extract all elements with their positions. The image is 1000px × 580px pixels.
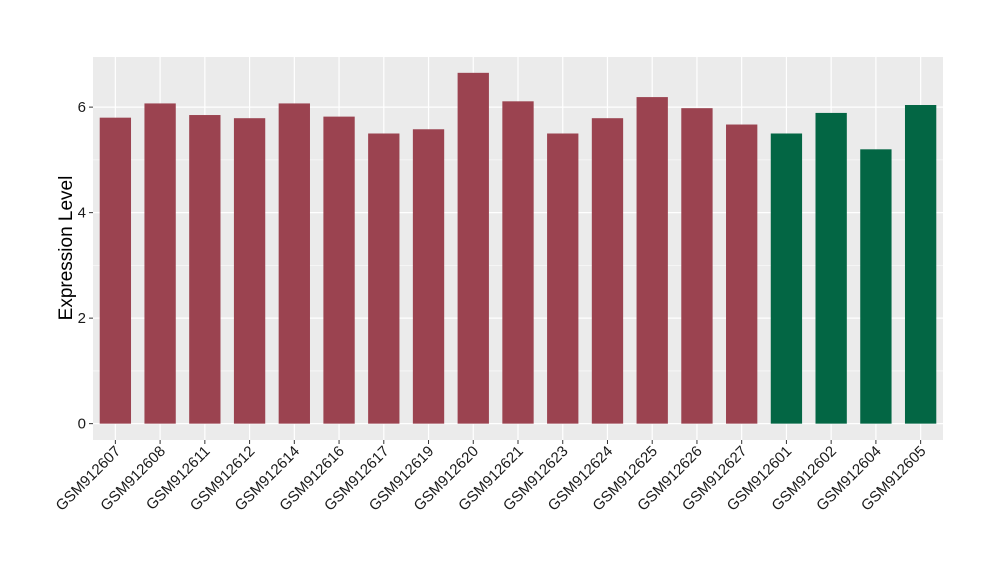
- bars: [99, 72, 937, 424]
- y-axis: 0 2 4 6: [78, 99, 93, 433]
- bar-GSM912612: [233, 118, 266, 424]
- bar-GSM912623: [547, 133, 579, 424]
- bar-GSM912601: [770, 133, 803, 424]
- bar-GSM912607: [99, 117, 132, 424]
- bar-GSM912604: [860, 149, 892, 424]
- bar-GSM912619: [412, 129, 445, 424]
- bar-GSM912627: [726, 124, 758, 424]
- bar-GSM912620: [457, 72, 489, 424]
- bar-GSM912625: [636, 97, 668, 424]
- bar-GSM912616: [323, 116, 355, 424]
- bar-GSM912624: [591, 118, 624, 424]
- x-axis: GSM912607GSM912608GSM912611GSM912612GSM9…: [53, 440, 929, 514]
- y-tick-label: 0: [78, 416, 86, 433]
- bar-GSM912608: [144, 103, 176, 424]
- y-tick-label: 4: [78, 205, 86, 222]
- bar-GSM912614: [278, 103, 310, 424]
- bar-GSM912611: [189, 115, 221, 424]
- bar-GSM912602: [815, 112, 847, 424]
- bar-GSM912605: [904, 105, 937, 424]
- y-tick-label: 2: [78, 310, 86, 327]
- bar-GSM912621: [502, 101, 534, 424]
- bar-GSM912626: [681, 108, 713, 424]
- y-axis-title: Expression Level: [56, 176, 77, 321]
- bar-GSM912617: [368, 133, 400, 424]
- y-tick-label: 6: [78, 99, 86, 116]
